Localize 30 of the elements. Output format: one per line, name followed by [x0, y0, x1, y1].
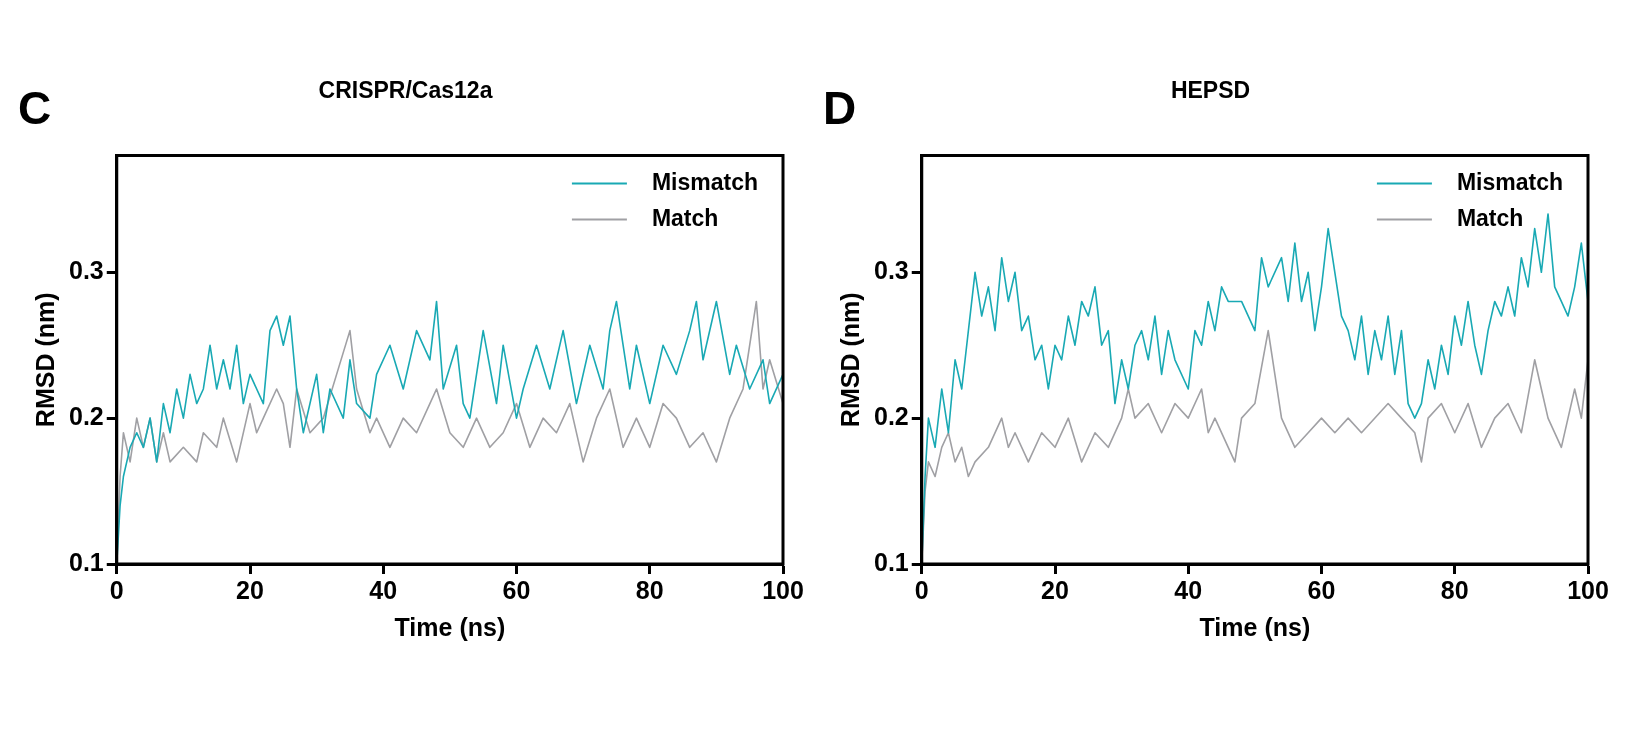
x-axis-title: Time (ns): [394, 612, 506, 641]
x-tick-label: 40: [1174, 575, 1203, 604]
y-axis-title: RMSD (nm): [30, 292, 59, 428]
y-tick-label: 0.3: [873, 256, 909, 285]
x-tick-label: 20: [1041, 575, 1069, 604]
x-tick-label: 0: [109, 575, 124, 604]
y-tick-label: 0.2: [68, 402, 104, 431]
x-axis-title: Time (ns): [1199, 612, 1311, 641]
x-tick-label: 20: [236, 575, 264, 604]
x-tick-label: 80: [635, 575, 664, 604]
y-tick-label: 0.3: [68, 256, 104, 285]
y-axis-title: RMSD (nm): [835, 292, 864, 428]
y-tick-label: 0.2: [873, 402, 909, 431]
legend-label: Mismatch: [1456, 168, 1564, 195]
text: D: [823, 81, 857, 134]
x-tick-label: 60: [1307, 575, 1336, 604]
x-tick-label: 100: [762, 575, 804, 604]
y-tick-label: 0.1: [873, 547, 909, 576]
chart-title: HEPSD: [1170, 77, 1251, 104]
x-tick-label: 80: [1440, 575, 1469, 604]
legend-label: Match: [1456, 204, 1524, 231]
x-tick-label: 60: [502, 575, 531, 604]
legend-label: Mismatch: [651, 168, 759, 195]
legend-label: Match: [651, 204, 719, 231]
chart-title: CRISPR/Cas12a: [318, 77, 493, 104]
y-tick-label: 0.1: [68, 547, 104, 576]
x-tick-label: 40: [369, 575, 398, 604]
x-tick-label: 0: [914, 575, 929, 604]
text: C: [18, 81, 52, 134]
x-tick-label: 100: [1567, 575, 1609, 604]
